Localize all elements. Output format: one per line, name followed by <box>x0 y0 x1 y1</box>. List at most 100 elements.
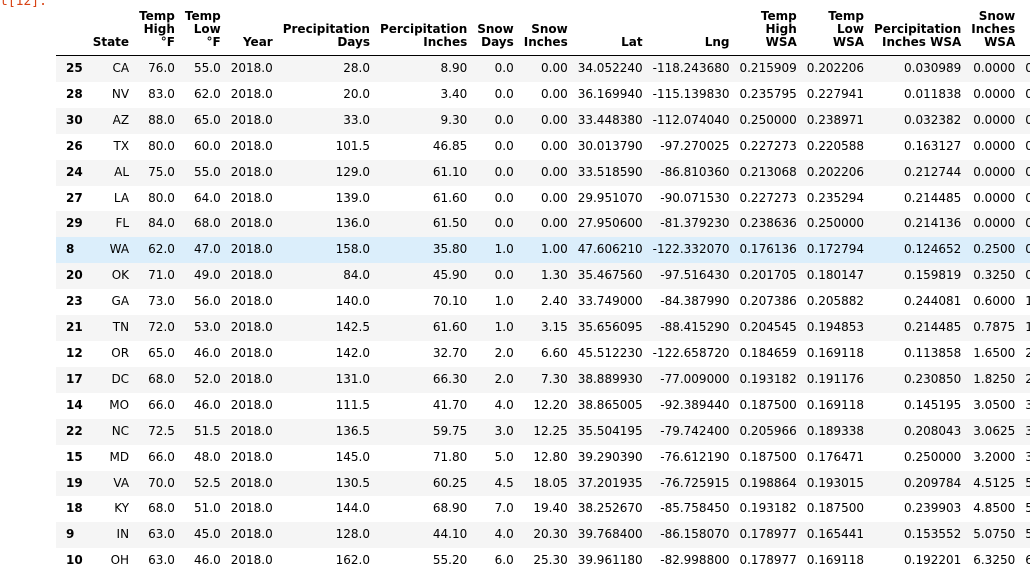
table-cell: 73.0 <box>148 294 175 309</box>
table-cell: 2018.0 <box>230 294 273 309</box>
table-cell: 0.178977 <box>739 527 797 542</box>
table-cell: 0.178977 <box>739 553 797 568</box>
table-row: 30 AZ 88.0 65.0 2018.0 33.0 9.30 0.0 0.00 33.4483… <box>56 107 1030 134</box>
table-cell: 0.0 <box>494 112 514 127</box>
table-cell: 0.153552 <box>904 527 962 542</box>
dataframe-table: State Temp High °F Temp Low °F Year Precipitatio… <box>56 8 1030 575</box>
table-cell: 0.235294 <box>806 190 865 205</box>
table-cell: -122.658720 <box>652 345 730 360</box>
table-cell: 129.0 <box>335 164 370 179</box>
table-cell: 6.865295 <box>1025 553 1030 568</box>
row-index: 30 <box>66 112 83 127</box>
table-row: 9 IN 63.0 45.0 2018.0 128.0 44.10 4.0 20.30 39.76… <box>56 522 1030 549</box>
table-cell: 80.0 <box>148 190 175 205</box>
table-cell: 0.124652 <box>904 242 962 257</box>
table-cell: MO <box>109 397 130 412</box>
table-cell: 136.5 <box>335 423 370 438</box>
table-cell: 2018.0 <box>230 320 273 335</box>
table-cell: -92.389440 <box>660 397 730 412</box>
table-cell: 45.90 <box>432 268 468 283</box>
column-header-text: °F <box>206 35 221 49</box>
column-header-text: Lng <box>704 35 730 49</box>
table-cell: 3.0500 <box>973 397 1016 412</box>
table-cell: 2018.0 <box>230 501 273 516</box>
table-cell: 2018.0 <box>230 475 273 490</box>
row-index: 25 <box>66 61 83 75</box>
table-cell: 2018.0 <box>230 190 273 205</box>
table-cell: 0.0 <box>494 190 514 205</box>
table-cell: WA <box>109 242 130 257</box>
row-index: 28 <box>66 86 83 101</box>
table-cell: 2018.0 <box>230 345 273 360</box>
table-cell: 70.0 <box>148 475 175 490</box>
table-cell: -76.725915 <box>660 475 730 490</box>
table-cell: OH <box>110 553 130 568</box>
table-cell: 2018.0 <box>230 527 273 542</box>
table-cell: 0.011838 <box>904 86 962 101</box>
table-cell: KY <box>114 501 130 516</box>
table-cell: 52.5 <box>194 475 221 490</box>
table-row: 29 FL 84.0 68.0 2018.0 136.0 61.50 0.0 0.00 27.95… <box>56 211 1030 238</box>
table-cell: 2018.0 <box>230 164 273 179</box>
column-header-text: Temp <box>760 9 797 23</box>
table-cell: 76.0 <box>148 61 175 75</box>
table-cell: 0.866671 <box>1025 268 1030 283</box>
column-header-text: Percipitation <box>379 22 468 36</box>
table-cell: 0.172794 <box>806 242 865 257</box>
table-cell: 61.60 <box>432 320 468 335</box>
table-cell: 0.0 <box>494 164 514 179</box>
table-cell: TN <box>112 320 130 335</box>
table-cell: 0.202206 <box>806 164 865 179</box>
table-cell: OK <box>111 268 130 283</box>
table-cell: 20.30 <box>533 527 568 542</box>
table-cell: 0.165441 <box>806 527 865 542</box>
table-cell: 9.30 <box>440 112 468 127</box>
table-cell: 0.0000 <box>973 112 1016 127</box>
column-header: Lng <box>647 8 735 56</box>
table-cell: -77.009000 <box>660 371 730 386</box>
row-index: 20 <box>66 268 83 283</box>
table-cell: 12.25 <box>533 423 568 438</box>
table-cell: 0.214485 <box>904 320 962 335</box>
table-cell: 0.169118 <box>806 397 865 412</box>
table-cell: 0.032382 <box>904 112 962 127</box>
table-cell: 139.0 <box>335 190 370 205</box>
table-cell: 39.768400 <box>577 527 643 542</box>
table-cell: -84.387990 <box>660 294 730 309</box>
table-cell: 0.187500 <box>739 397 797 412</box>
table-cell: 2.117635 <box>1025 345 1030 360</box>
table-cell: 2.0 <box>494 371 514 386</box>
table-cell: 0.193182 <box>739 501 797 516</box>
table-cell: 60.25 <box>432 475 468 490</box>
column-header-text: High <box>143 22 175 36</box>
table-cell: 0.208043 <box>904 423 962 438</box>
table-cell: 0.00 <box>541 112 568 127</box>
table-row: 21 TN 72.0 53.0 2018.0 142.5 61.60 1.0 3.15 35.65… <box>56 315 1030 341</box>
table-cell: 1.0 <box>494 242 514 257</box>
table-cell: 0.030989 <box>904 61 962 75</box>
table-cell: 38.865005 <box>577 397 643 412</box>
table-cell: 1.0 <box>494 294 514 309</box>
table-cell: 72.5 <box>148 423 175 438</box>
table-cell: 0.169118 <box>806 553 865 568</box>
column-header-text: Temp <box>139 9 175 23</box>
table-cell: 131.0 <box>335 371 370 386</box>
table-cell: 0.0000 <box>973 138 1016 153</box>
table-cell: 18.05 <box>533 475 568 490</box>
table-cell: 28.0 <box>343 61 370 75</box>
table-cell: 0.209784 <box>904 475 962 490</box>
table-cell: 4.5 <box>494 475 514 490</box>
table-cell: 142.0 <box>335 345 370 360</box>
table-cell: 0.207386 <box>739 294 797 309</box>
column-header: Precipitation Days <box>277 8 375 56</box>
table-cell: 2.40 <box>541 294 568 309</box>
table-cell: 64.0 <box>194 190 221 205</box>
table-cell: 0.0000 <box>973 216 1016 231</box>
table-cell: 63.0 <box>148 527 175 542</box>
table-row: 25 CA 76.0 55.0 2018.0 28.0 8.90 0.0 0.00 34.0522… <box>56 55 1030 82</box>
row-index: 14 <box>66 397 83 412</box>
table-cell: 2018.0 <box>230 553 273 568</box>
table-cell: 80.0 <box>148 138 175 153</box>
table-cell: DC <box>111 371 130 386</box>
table-cell: 25.30 <box>533 553 568 568</box>
